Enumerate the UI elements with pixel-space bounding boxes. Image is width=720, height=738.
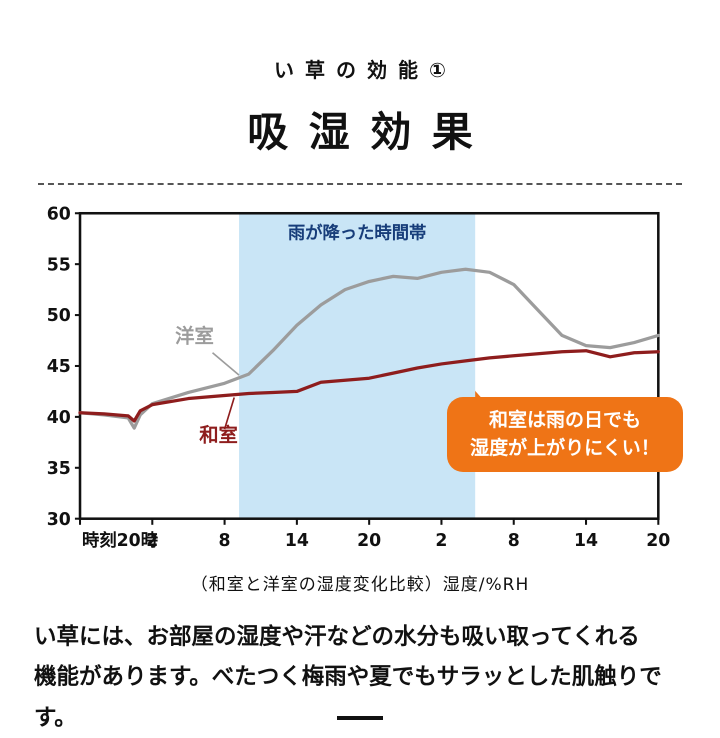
x-tick-label: 2 <box>146 531 158 551</box>
x-tick-label: 14 <box>574 531 598 551</box>
x-tick-label: 8 <box>219 531 231 551</box>
y-tick-label: 50 <box>47 306 71 326</box>
page-subtitle: い草の効能① <box>274 58 457 82</box>
body-line-2: 機能があります。べたつく梅雨や夏でもサラッとした肌触りです。 <box>34 664 662 731</box>
annotation-line-1: 和室は雨の日でも <box>488 408 641 431</box>
y-tick-label: 60 <box>47 204 71 224</box>
dashed-divider <box>38 183 682 185</box>
y-tick-label: 30 <box>47 510 71 530</box>
x-tick-label: 14 <box>285 531 309 551</box>
humidity-chart: 雨が降った時間帯 30 35 40 45 50 55 60 時刻20時 2 8 14 20 2 8 14 20 洋… <box>24 199 696 566</box>
annotation-bubble: 和室は雨の日でも 湿度が上がりにくい！ <box>447 396 683 472</box>
series-label-和室: 和室 <box>199 423 238 446</box>
rain-band-label: 雨が降った時間帯 <box>288 223 426 244</box>
body-paragraph: い草には、お部屋の湿度や汗などの水分も吸い取ってくれる 機能があります。べたつく… <box>34 617 686 738</box>
page-title: 吸湿効果 <box>247 108 494 156</box>
x-tick-label: 20 <box>646 531 670 551</box>
y-tick-label: 40 <box>47 408 71 428</box>
bottom-crop-mark <box>337 716 383 720</box>
x-tick-label: 時刻20時 <box>82 530 159 551</box>
series-line-洋室 <box>78 267 660 430</box>
series-leader-line <box>212 352 240 376</box>
y-tick-label: 55 <box>47 255 71 275</box>
rain-band <box>239 213 476 519</box>
header: い草の効能① 吸湿効果 <box>0 0 720 158</box>
x-tick-label: 20 <box>357 531 381 551</box>
annotation-line-2: 湿度が上がりにくい！ <box>470 437 660 460</box>
series-label-洋室: 洋室 <box>175 325 214 348</box>
y-tick-label: 35 <box>47 459 71 479</box>
body-line-1: い草には、お部屋の湿度や汗などの水分も吸い取ってくれる <box>34 623 640 650</box>
x-tick-label: 8 <box>508 531 520 551</box>
x-tick-label: 2 <box>435 531 447 551</box>
y-tick-label: 45 <box>47 357 71 377</box>
series-line-和室 <box>78 349 660 423</box>
series-leader-line <box>223 397 236 430</box>
chart-caption: （和室と洋室の湿度変化比較）湿度/%RH <box>190 574 530 595</box>
